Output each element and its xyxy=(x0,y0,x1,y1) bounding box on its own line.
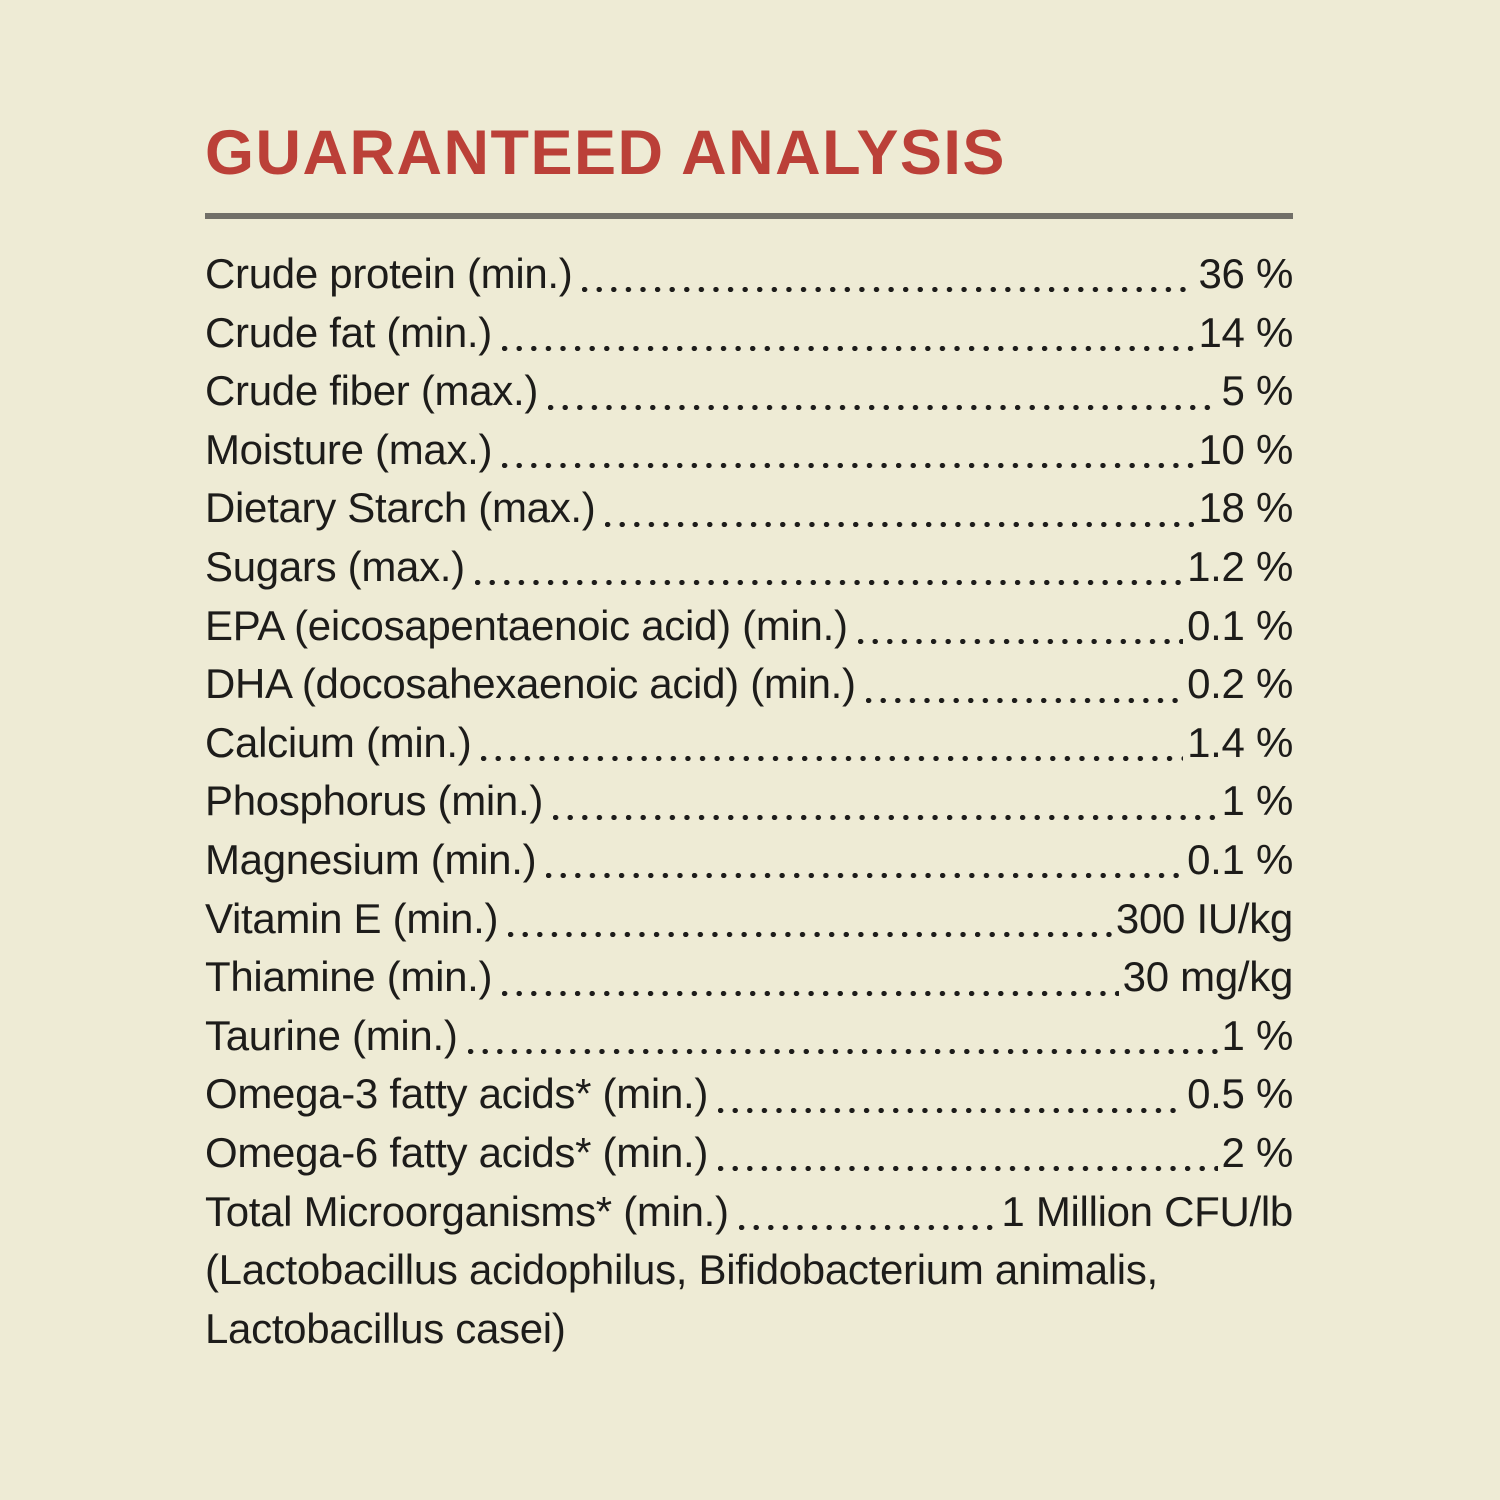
nutrient-label: Total Microorganisms* (min.) xyxy=(205,1187,729,1235)
analysis-row: Calcium (min.) 1.4 % xyxy=(205,713,1293,773)
dot-leader xyxy=(548,362,1218,421)
nutrient-value: 2 % xyxy=(1221,1128,1294,1176)
dot-leader xyxy=(502,948,1119,1007)
dot-leader xyxy=(467,1006,1218,1066)
analysis-rows: Crude protein (min.) 36 % Crude fat (min… xyxy=(205,245,1294,1242)
analysis-row: Crude fiber (max.) 5 % xyxy=(205,362,1293,421)
nutrient-label: Thiamine (min.) xyxy=(205,953,493,1001)
dot-leader xyxy=(605,479,1195,538)
nutrient-label: EPA (eicosapentaenoic acid) (min.) xyxy=(205,601,848,649)
dot-leader xyxy=(582,245,1195,304)
dot-leader xyxy=(857,596,1184,656)
dot-leader xyxy=(508,889,1112,949)
dot-leader xyxy=(718,1065,1184,1124)
analysis-row: Dietary Starch (max.) 18 % xyxy=(205,479,1293,538)
nutrient-value: 1 % xyxy=(1221,777,1294,825)
analysis-row: Moisture (max.) 10 % xyxy=(205,420,1293,480)
nutrient-label: Calcium (min.) xyxy=(205,718,472,766)
nutrient-value: 36 % xyxy=(1198,250,1293,297)
dot-leader xyxy=(553,772,1218,831)
nutrient-label: DHA (docosahexaenoic acid) (min.) xyxy=(205,660,856,708)
nutrient-label: Omega-6 fatty acids* (min.) xyxy=(205,1128,709,1176)
dot-leader xyxy=(481,713,1184,773)
analysis-row: Crude fat (min.) 14 % xyxy=(205,303,1293,363)
analysis-row: Omega-3 fatty acids* (min.) 0.5 % xyxy=(205,1065,1293,1124)
nutrient-label: Magnesium (min.) xyxy=(205,835,537,883)
dot-leader xyxy=(865,655,1184,714)
nutrient-label: Omega-3 fatty acids* (min.) xyxy=(205,1070,709,1118)
nutrient-value: 18 % xyxy=(1198,484,1293,532)
nutrient-value: 30 mg/kg xyxy=(1122,953,1294,1001)
nutrient-value: 0.2 % xyxy=(1187,660,1293,708)
analysis-row: Omega-6 fatty acids* (min.) 2 % xyxy=(205,1123,1294,1183)
nutrient-label: Vitamin E (min.) xyxy=(205,894,499,942)
nutrient-value: 10 % xyxy=(1198,425,1293,473)
dot-leader xyxy=(546,830,1184,890)
analysis-row: Vitamin E (min.) 300 IU/kg xyxy=(205,889,1293,949)
nutrient-value: 1.2 % xyxy=(1187,542,1293,590)
analysis-row: Taurine (min.) 1 % xyxy=(205,1006,1294,1066)
footnote: (Lactobacillus acidophilus, Bifidobacter… xyxy=(205,1241,1293,1358)
nutrient-value: 300 IU/kg xyxy=(1115,894,1293,942)
nutrient-value: 0.1 % xyxy=(1187,601,1293,649)
nutrient-value: 1 Million CFU/lb xyxy=(1001,1187,1293,1235)
nutrient-label: Dietary Starch (max.) xyxy=(205,484,596,532)
nutrient-value: 0.5 % xyxy=(1187,1070,1293,1118)
nutrient-label: Sugars (max.) xyxy=(205,542,465,590)
nutrient-label: Crude fiber (max.) xyxy=(205,367,539,415)
footnote-line: (Lactobacillus acidophilus, Bifidobacter… xyxy=(205,1246,1158,1294)
nutrient-label: Taurine (min.) xyxy=(205,1011,458,1059)
analysis-row: Crude protein (min.) 36 % xyxy=(205,245,1293,304)
nutrient-label: Moisture (max.) xyxy=(205,425,493,473)
nutrient-label: Crude fat (min.) xyxy=(205,308,492,356)
dot-leader xyxy=(738,1182,998,1242)
dot-leader xyxy=(474,537,1184,597)
analysis-row: Thiamine (min.) 30 mg/kg xyxy=(205,948,1293,1007)
nutrient-value: 5 % xyxy=(1221,367,1294,415)
dot-leader xyxy=(502,420,1195,480)
analysis-row: EPA (eicosapentaenoic acid) (min.) 0.1 % xyxy=(205,596,1293,656)
analysis-row: Sugars (max.) 1.2 % xyxy=(205,537,1293,597)
dot-leader xyxy=(501,303,1195,363)
nutrient-value: 0.1 % xyxy=(1187,835,1293,883)
nutrient-label: Phosphorus (min.) xyxy=(205,777,544,825)
analysis-row: DHA (docosahexaenoic acid) (min.) 0.2 % xyxy=(205,655,1293,714)
nutrient-value: 1 % xyxy=(1221,1011,1294,1059)
analysis-row: Total Microorganisms* (min.) 1 Million C… xyxy=(205,1182,1293,1242)
panel-title: GUARANTEED ANALYSIS xyxy=(205,118,1006,188)
nutrient-value: 1.4 % xyxy=(1187,718,1293,766)
nutrient-label: Crude protein (min.) xyxy=(205,250,573,297)
analysis-row: Phosphorus (min.) 1 % xyxy=(205,772,1293,831)
dot-leader xyxy=(718,1123,1218,1183)
title-divider xyxy=(205,213,1293,219)
footnote-line: Lactobacillus casei) xyxy=(205,1304,566,1352)
analysis-row: Magnesium (min.) 0.1 % xyxy=(205,830,1293,890)
nutrient-value: 14 % xyxy=(1198,308,1293,356)
